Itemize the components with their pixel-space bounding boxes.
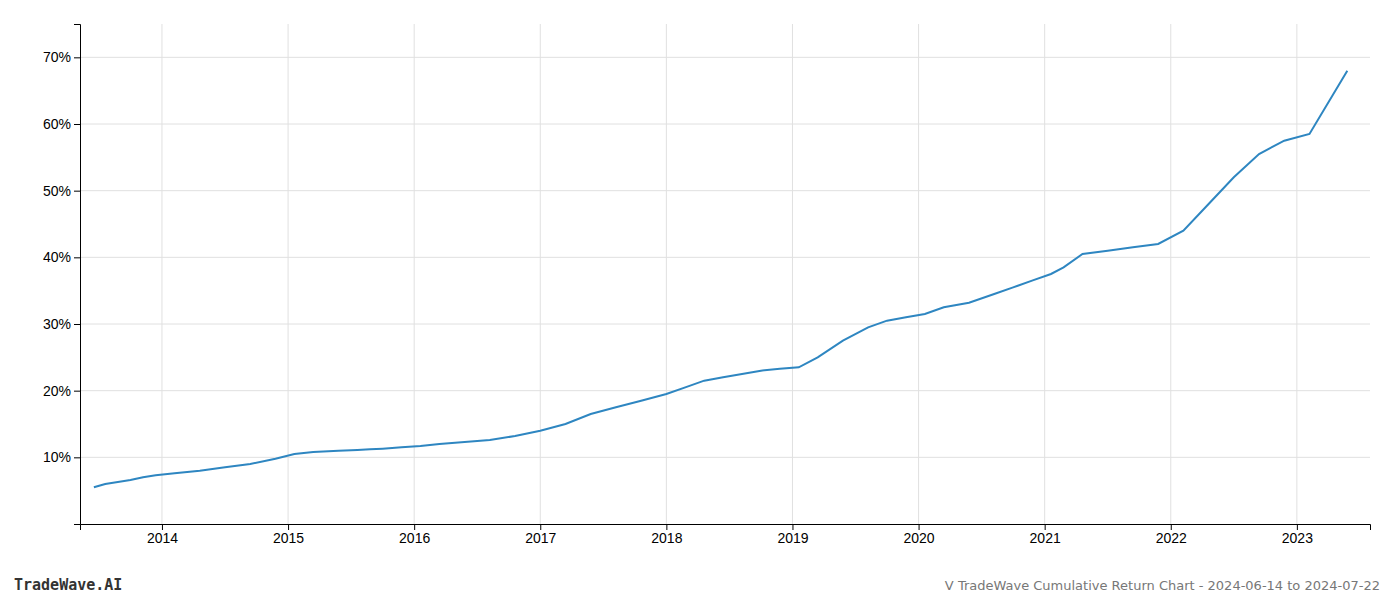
tick-label: 2018	[651, 530, 682, 546]
tick: 50%	[43, 183, 80, 199]
grid-line	[80, 124, 1370, 125]
chart: 2014 2015 2016 2017 2018 2019 2020 2021 2022 2023…	[0, 0, 1400, 600]
tick-label: 60%	[43, 116, 71, 132]
grid-line	[1044, 24, 1045, 524]
tick: 20%	[43, 383, 80, 399]
tick: 2017	[525, 524, 556, 546]
grid-line	[80, 257, 1370, 258]
tick-mark	[74, 124, 80, 125]
grid-line	[80, 324, 1370, 325]
tick-label: 10%	[43, 449, 71, 465]
tick-label: 20%	[43, 383, 71, 399]
grid-line	[80, 390, 1370, 391]
line	[94, 71, 1347, 488]
grid-line	[540, 24, 541, 524]
tick: 2023	[1282, 524, 1313, 546]
tick: 2019	[777, 524, 808, 546]
grid-line	[288, 24, 289, 524]
x-axis: 2014 2015 2016 2017 2018 2019 2020 2021 2022 2023	[81, 524, 1371, 546]
axis-line	[74, 25, 81, 525]
tick: 30%	[43, 316, 80, 332]
grid-line	[80, 190, 1370, 191]
tick: 2014	[147, 524, 178, 546]
tick-label: 50%	[43, 183, 71, 199]
tick-label: 2017	[525, 530, 556, 546]
tick: 10%	[43, 449, 80, 465]
tick: 40%	[43, 249, 80, 265]
tick-mark	[74, 391, 80, 392]
grid-line	[1170, 24, 1171, 524]
tick-label: 2023	[1282, 530, 1313, 546]
tick-label: 2019	[777, 530, 808, 546]
title: V TradeWave Cumulative Return Chart - 20…	[945, 578, 1380, 593]
tick-label: 30%	[43, 316, 71, 332]
tick-label: 2021	[1030, 530, 1061, 546]
tick-label: 40%	[43, 249, 71, 265]
tick-mark	[74, 57, 80, 58]
tick-label: 2022	[1156, 530, 1187, 546]
grid-line	[80, 457, 1370, 458]
grid-line	[918, 24, 919, 524]
tick: 2015	[273, 524, 304, 546]
tick: 2022	[1156, 524, 1187, 546]
grid-line	[666, 24, 667, 524]
grid-line	[414, 24, 415, 524]
tick-label: 2015	[273, 530, 304, 546]
tick: 60%	[43, 116, 80, 132]
tick-mark	[74, 191, 80, 192]
tick-label: 70%	[43, 49, 71, 65]
tick-mark	[74, 257, 80, 258]
tick-mark	[74, 457, 80, 458]
tick-label: 2020	[903, 530, 934, 546]
watermark: TradeWave.AI	[14, 576, 122, 594]
y-axis: 10% 20% 30% 40% 50% 60% 70%	[43, 25, 81, 525]
tick: 2021	[1030, 524, 1061, 546]
grid-line	[80, 57, 1370, 58]
grid-line	[161, 24, 162, 524]
tick: 2020	[903, 524, 934, 546]
grid-line	[1296, 24, 1297, 524]
tick-mark	[74, 324, 80, 325]
grid	[80, 24, 1370, 524]
grid-line	[792, 24, 793, 524]
tick-label: 2016	[399, 530, 430, 546]
tick: 70%	[43, 49, 80, 65]
tick: 2016	[399, 524, 430, 546]
marks	[94, 71, 1347, 488]
plot-area: 2014 2015 2016 2017 2018 2019 2020 2021 2022 2023…	[43, 24, 1371, 546]
tick-label: 2014	[147, 530, 178, 546]
tick: 2018	[651, 524, 682, 546]
